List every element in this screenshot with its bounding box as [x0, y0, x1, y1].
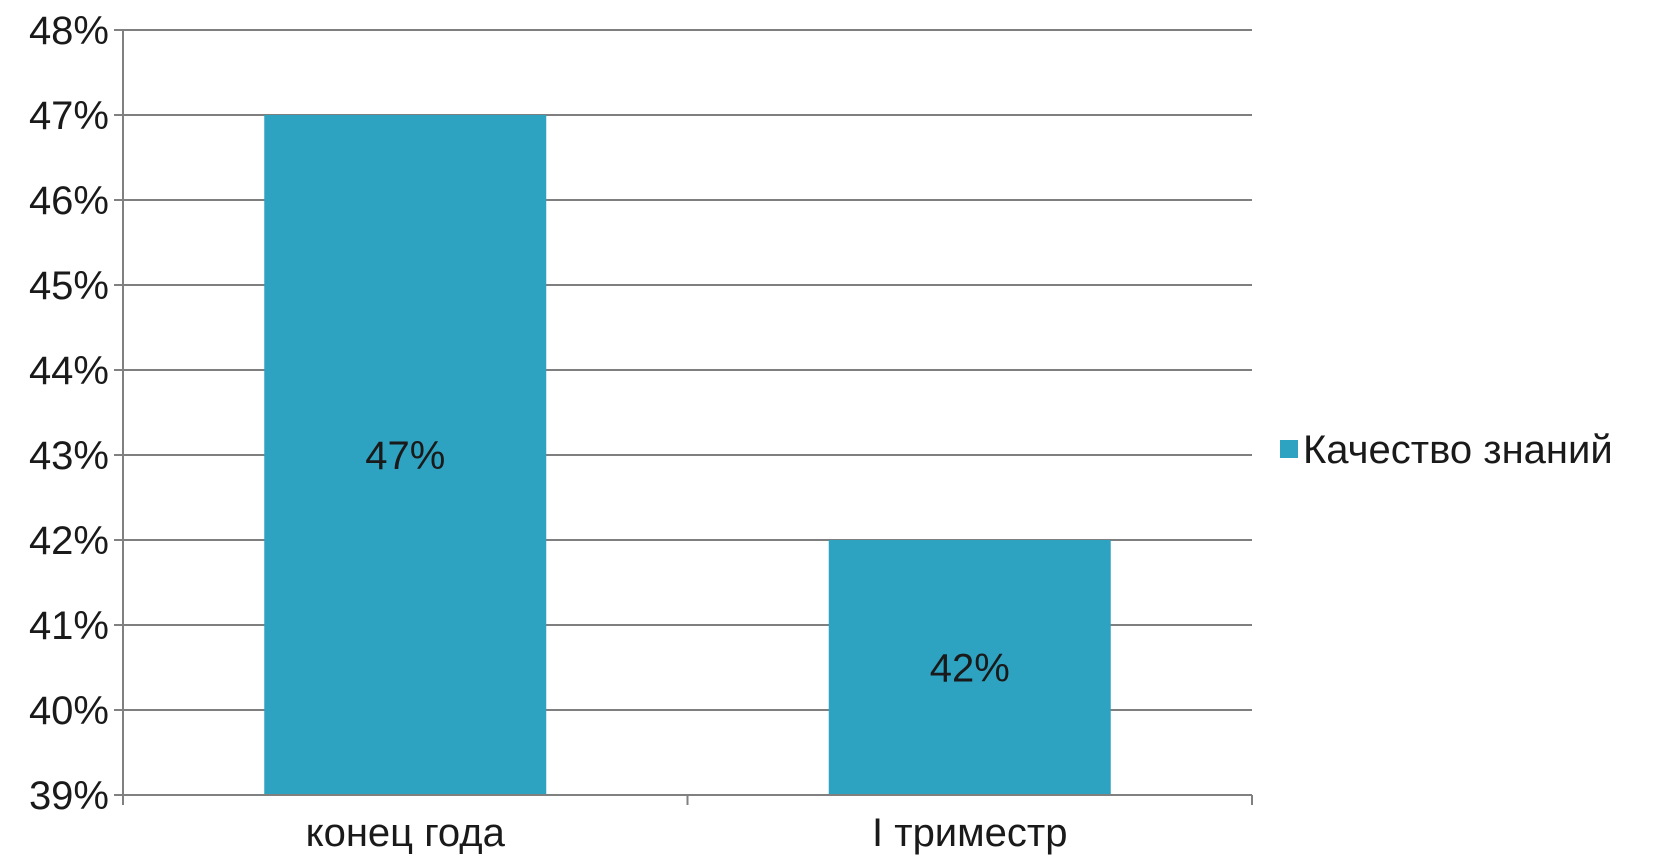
- x-category-label: конец года: [306, 811, 506, 855]
- y-tick-label: 39%: [29, 774, 109, 818]
- legend-label: Качество знаний: [1303, 428, 1613, 472]
- data-label: 42%: [930, 647, 1010, 691]
- y-tick-label: 40%: [29, 689, 109, 733]
- y-tick-label: 47%: [29, 94, 109, 138]
- y-tick-label: 46%: [29, 179, 109, 223]
- data-label: 47%: [365, 434, 445, 478]
- y-tick-label: 45%: [29, 264, 109, 308]
- y-tick-label: 42%: [29, 519, 109, 563]
- y-tick-label: 41%: [29, 604, 109, 648]
- legend-swatch: [1280, 440, 1298, 458]
- y-tick-label: 43%: [29, 434, 109, 478]
- y-tick-label: 44%: [29, 349, 109, 393]
- y-tick-label: 48%: [29, 9, 109, 53]
- legend: Качество знаний: [1280, 428, 1613, 472]
- x-category-label: I триместр: [872, 811, 1067, 855]
